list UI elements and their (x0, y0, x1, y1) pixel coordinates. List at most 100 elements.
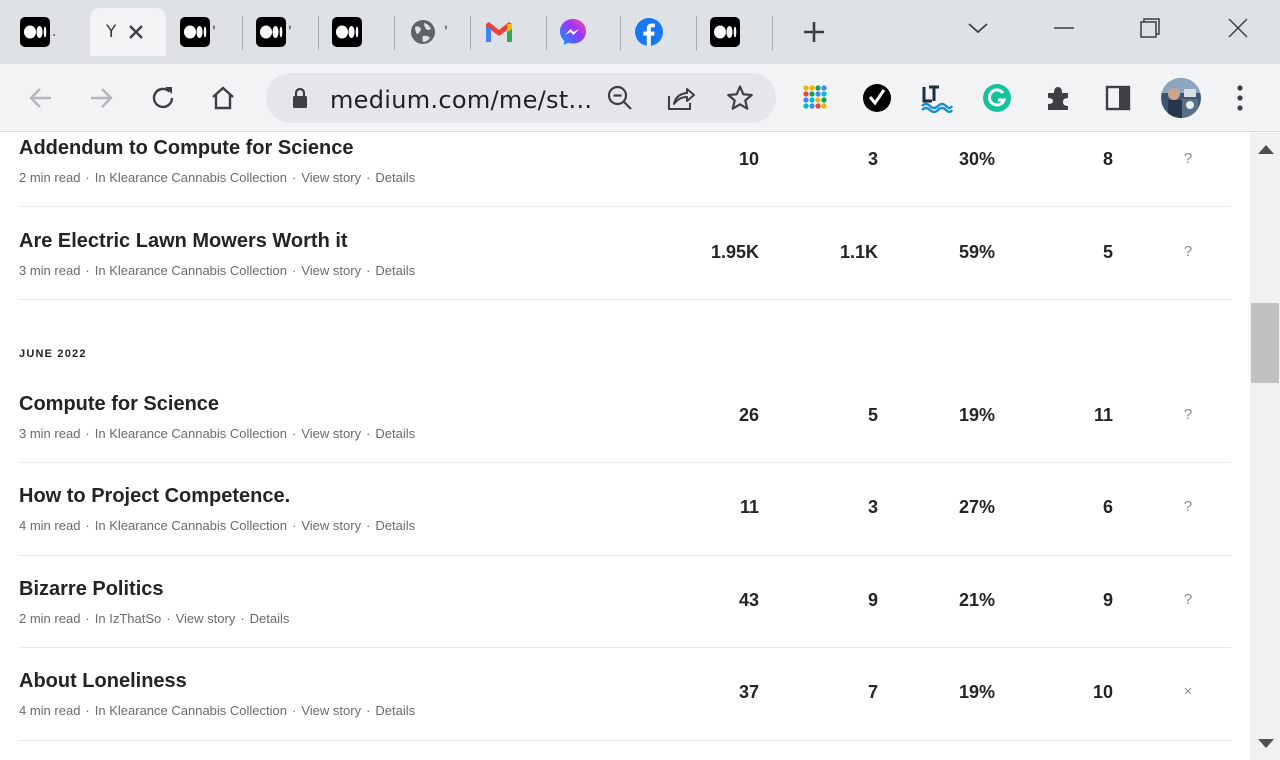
fans-count: 6 (1102, 497, 1113, 517)
tab-6[interactable] (484, 8, 544, 56)
languagetool-icon[interactable] (921, 82, 953, 114)
story-title[interactable]: About Loneliness (19, 670, 187, 692)
story-meta: 2 min read · In Klearance Cannabis Collect… (19, 170, 415, 185)
story-meta: 4 min read · In Klearance Cannabis Collect… (19, 703, 415, 718)
reload-icon[interactable] (143, 78, 183, 118)
read-ratio: 19% (958, 682, 995, 702)
story-title[interactable]: How to Project Competence. (19, 485, 291, 507)
checkmark-extension-icon[interactable] (861, 82, 893, 114)
meta-separator: · (366, 703, 371, 718)
zoom-icon[interactable] (604, 82, 636, 114)
url-text[interactable]: medium.com/me/st... (330, 86, 593, 114)
meta-separator: · (292, 518, 297, 533)
story-title[interactable]: Compute for Science (19, 393, 220, 415)
minimize-icon[interactable] (1044, 12, 1084, 44)
address-bar[interactable]: medium.com/me/st... (266, 73, 776, 123)
read-time: 3 min read (19, 263, 81, 278)
tab-2[interactable]: ' (180, 8, 240, 56)
tab-9[interactable] (710, 8, 770, 56)
publication-link[interactable]: In Klearance Cannabis Collection (94, 263, 287, 278)
scroll-up-icon[interactable] (1258, 145, 1274, 154)
read-time: 3 min read (19, 426, 81, 441)
table-row: Bizarre Politics 2 min read · In IzThatSo ·… (19, 555, 1231, 648)
story-title[interactable]: Addendum to Compute for Science (19, 137, 354, 159)
scrollbar[interactable] (1250, 133, 1280, 760)
view-story-link[interactable]: View story (301, 518, 362, 533)
meta-separator: · (85, 426, 90, 441)
publication-link[interactable]: In Klearance Cannabis Collection (94, 703, 287, 718)
back-icon[interactable] (21, 78, 61, 118)
meta-separator: · (366, 518, 371, 533)
view-story-link[interactable]: View story (175, 611, 236, 626)
help-icon[interactable]: ? (1183, 243, 1193, 260)
help-icon[interactable]: ? (1183, 406, 1193, 423)
meta-separator: · (292, 170, 297, 185)
bookmark-star-icon[interactable] (724, 82, 756, 114)
new-tab-button[interactable] (798, 16, 830, 48)
lock-icon[interactable] (284, 82, 316, 114)
scroll-down-icon[interactable] (1258, 739, 1274, 748)
details-link[interactable]: Details (375, 263, 416, 278)
help-icon[interactable]: ? (1183, 498, 1193, 515)
details-link[interactable]: Details (375, 170, 416, 185)
close-icon[interactable]: × (1183, 683, 1193, 700)
menu-dots-icon[interactable] (1224, 82, 1256, 114)
publication-link[interactable]: In Klearance Cannabis Collection (94, 170, 287, 185)
publication-link[interactable]: In Klearance Cannabis Collection (94, 518, 287, 533)
publication-link[interactable]: In IzThatSo (94, 611, 162, 626)
publication-link[interactable]: In Klearance Cannabis Collection (94, 426, 287, 441)
view-story-link[interactable]: View story (301, 170, 362, 185)
help-icon[interactable]: ? (1183, 591, 1193, 608)
globe-icon (408, 17, 438, 47)
medium-icon (180, 17, 210, 47)
view-story-link[interactable]: View story (301, 426, 362, 441)
dots-extension-icon[interactable] (800, 82, 832, 114)
section-heading: JUNE 2022 (19, 348, 87, 360)
tab-4[interactable] (332, 8, 392, 56)
tab-3[interactable]: ' (256, 8, 316, 56)
extensions-puzzle-icon[interactable] (1042, 82, 1074, 114)
help-icon[interactable]: ? (1183, 150, 1193, 167)
close-window-icon[interactable] (1218, 12, 1258, 44)
details-link[interactable]: Details (375, 518, 416, 533)
home-icon[interactable] (203, 78, 243, 118)
forward-icon[interactable] (81, 78, 121, 118)
meta-separator: · (366, 263, 371, 278)
restore-icon[interactable] (1130, 12, 1170, 44)
tab-7[interactable] (558, 8, 618, 56)
view-story-link[interactable]: View story (301, 263, 362, 278)
meta-separator: · (292, 426, 297, 441)
side-panel-icon[interactable] (1102, 82, 1134, 114)
tab-active[interactable]: Y (90, 8, 166, 56)
read-ratio: 30% (958, 149, 995, 169)
avatar[interactable] (1160, 77, 1202, 119)
messenger-icon (558, 17, 588, 47)
details-link[interactable]: Details (375, 426, 416, 441)
meta-separator: · (85, 170, 90, 185)
tab-separator (772, 16, 773, 50)
tab-separator (470, 16, 471, 50)
tab-close-icon[interactable] (124, 20, 148, 44)
tab-separator (546, 16, 547, 50)
details-link[interactable]: Details (375, 703, 416, 718)
story-title[interactable]: Are Electric Lawn Mowers Worth it (19, 230, 348, 252)
details-link[interactable]: Details (249, 611, 290, 626)
views-count: 11 (739, 497, 759, 517)
meta-separator: · (292, 703, 297, 718)
tab-separator (242, 16, 243, 50)
story-meta: 4 min read · In Klearance Cannabis Collect… (19, 518, 415, 533)
scrollbar-thumb[interactable] (1251, 303, 1279, 383)
tab-8[interactable] (634, 8, 694, 56)
tab-title: ' (288, 24, 292, 40)
view-story-link[interactable]: View story (301, 703, 362, 718)
story-title[interactable]: Bizarre Politics (19, 578, 164, 600)
tab-0[interactable]: . (20, 8, 90, 56)
grammarly-icon[interactable] (981, 82, 1013, 114)
views-count: 10 (738, 149, 759, 169)
tab-title: ' (212, 24, 216, 40)
views-count: 26 (738, 405, 759, 425)
share-icon[interactable] (664, 82, 696, 114)
tab-search-icon[interactable] (958, 12, 998, 44)
tab-5[interactable]: ' (408, 8, 468, 56)
table-row: Compute for Science 3 min read · In Kleara… (19, 370, 1231, 463)
